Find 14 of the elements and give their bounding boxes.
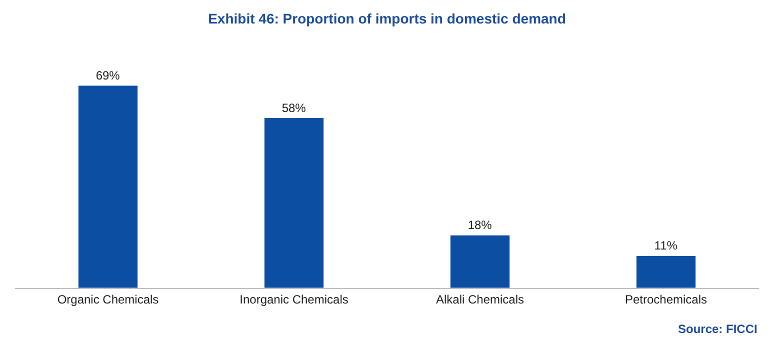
- x-tick-label: Petrochemicals: [624, 292, 708, 306]
- data-label: 11%: [654, 238, 678, 253]
- x-tick-label: Inorganic Chemicals: [240, 292, 348, 306]
- bar: [450, 234, 510, 288]
- data-label: 18%: [468, 218, 492, 232]
- chart-title: Exhibit 46: Proportion of imports in domestic demand: [208, 10, 566, 27]
- data-label: 58%: [282, 100, 306, 115]
- bar: [264, 118, 324, 288]
- bar: [78, 85, 138, 288]
- x-tick-label: Organic Chemicals: [57, 292, 159, 306]
- bar: [636, 255, 696, 288]
- data-label: 69%: [96, 68, 120, 82]
- x-tick-label: Alkali Chemicals: [436, 292, 524, 306]
- source-note: Source: FICCI: [678, 322, 758, 336]
